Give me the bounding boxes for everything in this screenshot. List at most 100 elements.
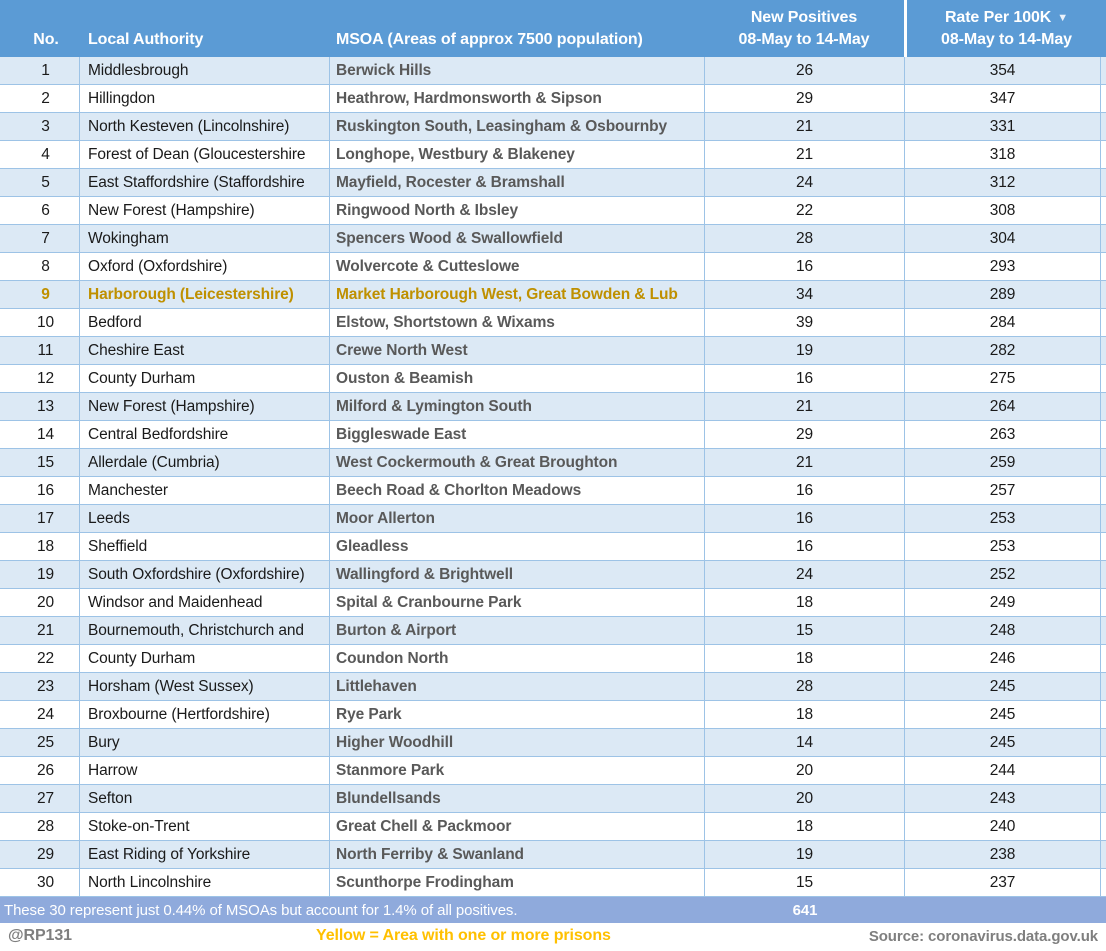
cell-edge-filler: [1101, 197, 1106, 224]
cell-new-positives: 16: [705, 533, 905, 560]
table-row: 13 New Forest (Hampshire) Milford & Lymi…: [0, 393, 1106, 421]
cell-rate-per-100k: 244: [905, 757, 1101, 784]
cell-new-positives: 21: [705, 141, 905, 168]
cell-rate-per-100k: 275: [905, 365, 1101, 392]
table-row: 17 Leeds Moor Allerton 16 253: [0, 505, 1106, 533]
cell-new-positives: 34: [705, 281, 905, 308]
cell-rate-per-100k: 253: [905, 533, 1101, 560]
cell-no: 12: [0, 365, 80, 392]
table-row: 10 Bedford Elstow, Shortstown & Wixams 3…: [0, 309, 1106, 337]
cell-no: 17: [0, 505, 80, 532]
cell-local-authority: Allerdale (Cumbria): [80, 449, 330, 476]
cell-edge-filler: [1101, 645, 1106, 672]
cell-no: 14: [0, 421, 80, 448]
cell-local-authority: Harborough (Leicestershire): [80, 281, 330, 308]
cell-msoa: Crewe North West: [330, 337, 705, 364]
cell-local-authority: Windsor and Maidenhead: [80, 589, 330, 616]
cell-rate-per-100k: 245: [905, 701, 1101, 728]
cell-new-positives: 24: [705, 169, 905, 196]
cell-rate-per-100k: 312: [905, 169, 1101, 196]
cell-no: 20: [0, 589, 80, 616]
cell-edge-filler: [1101, 505, 1106, 532]
cell-local-authority: Sheffield: [80, 533, 330, 560]
cell-msoa: Blundellsands: [330, 785, 705, 812]
cell-msoa: Market Harborough West, Great Bowden & L…: [330, 281, 705, 308]
cell-local-authority: South Oxfordshire (Oxfordshire): [80, 561, 330, 588]
cell-edge-filler: [1101, 309, 1106, 336]
cell-new-positives: 16: [705, 253, 905, 280]
table-row: 7 Wokingham Spencers Wood & Swallowfield…: [0, 225, 1106, 253]
cell-local-authority: Horsham (West Sussex): [80, 673, 330, 700]
cell-no: 30: [0, 869, 80, 896]
cell-msoa: Coundon North: [330, 645, 705, 672]
cell-local-authority: Wokingham: [80, 225, 330, 252]
cell-msoa: Ruskington South, Leasingham & Osbournby: [330, 113, 705, 140]
cell-local-authority: Sefton: [80, 785, 330, 812]
summary-band: These 30 represent just 0.44% of MSOAs b…: [0, 897, 1106, 923]
cell-local-authority: County Durham: [80, 645, 330, 672]
table-row: 28 Stoke-on-Trent Great Chell & Packmoor…: [0, 813, 1106, 841]
table-row: 4 Forest of Dean (Gloucestershire Longho…: [0, 141, 1106, 169]
cell-new-positives: 21: [705, 113, 905, 140]
cell-edge-filler: [1101, 673, 1106, 700]
cell-local-authority: Bedford: [80, 309, 330, 336]
cell-msoa: Scunthorpe Frodingham: [330, 869, 705, 896]
cell-msoa: Mayfield, Rocester & Bramshall: [330, 169, 705, 196]
cell-rate-per-100k: 289: [905, 281, 1101, 308]
header-local-authority: Local Authority: [88, 31, 204, 48]
cell-edge-filler: [1101, 113, 1106, 140]
cell-edge-filler: [1101, 225, 1106, 252]
cell-msoa: Longhope, Westbury & Blakeney: [330, 141, 705, 168]
cell-new-positives: 14: [705, 729, 905, 756]
cell-new-positives: 15: [705, 869, 905, 896]
cell-rate-per-100k: 293: [905, 253, 1101, 280]
table-row: 30 North Lincolnshire Scunthorpe Froding…: [0, 869, 1106, 897]
cell-msoa: Burton & Airport: [330, 617, 705, 644]
cell-no: 16: [0, 477, 80, 504]
table-row: 18 Sheffield Gleadless 16 253: [0, 533, 1106, 561]
cell-edge-filler: [1101, 169, 1106, 196]
cell-no: 3: [0, 113, 80, 140]
cell-msoa: Stanmore Park: [330, 757, 705, 784]
cell-new-positives: 18: [705, 645, 905, 672]
sort-descending-icon[interactable]: ▼: [1057, 12, 1069, 24]
cell-no: 19: [0, 561, 80, 588]
cell-local-authority: Manchester: [80, 477, 330, 504]
header-new-positives: New Positives 08-May to 14-May: [738, 9, 870, 48]
cell-rate-per-100k: 238: [905, 841, 1101, 868]
cell-msoa: Wallingford & Brightwell: [330, 561, 705, 588]
cell-edge-filler: [1101, 449, 1106, 476]
table-header: No. Local Authority MSOA (Areas of appro…: [0, 0, 1106, 57]
cell-new-positives: 29: [705, 421, 905, 448]
table-body: 1 Middlesbrough Berwick Hills 26 354 2 H…: [0, 57, 1106, 897]
cell-rate-per-100k: 252: [905, 561, 1101, 588]
cell-edge-filler: [1101, 393, 1106, 420]
cell-new-positives: 15: [705, 617, 905, 644]
cell-new-positives: 39: [705, 309, 905, 336]
table-row: 25 Bury Higher Woodhill 14 245: [0, 729, 1106, 757]
cell-rate-per-100k: 284: [905, 309, 1101, 336]
cell-new-positives: 29: [705, 85, 905, 112]
cell-local-authority: Bournemouth, Christchurch and: [80, 617, 330, 644]
cell-rate-per-100k: 347: [905, 85, 1101, 112]
cell-no: 2: [0, 85, 80, 112]
cell-msoa: North Ferriby & Swanland: [330, 841, 705, 868]
cell-no: 21: [0, 617, 80, 644]
cell-edge-filler: [1101, 337, 1106, 364]
cell-rate-per-100k: 245: [905, 729, 1101, 756]
header-rate-per-100k[interactable]: Rate Per 100K ▼ 08-May to 14-May: [907, 0, 1106, 57]
header-rate-label: Rate Per 100K: [944, 9, 1052, 26]
cell-rate-per-100k: 246: [905, 645, 1101, 672]
header-no: No.: [33, 31, 59, 48]
cell-local-authority: East Staffordshire (Staffordshire: [80, 169, 330, 196]
cell-new-positives: 16: [705, 365, 905, 392]
cell-edge-filler: [1101, 841, 1106, 868]
cell-no: 5: [0, 169, 80, 196]
cell-msoa: Spencers Wood & Swallowfield: [330, 225, 705, 252]
cell-local-authority: Oxford (Oxfordshire): [80, 253, 330, 280]
cell-msoa: Ouston & Beamish: [330, 365, 705, 392]
cell-no: 25: [0, 729, 80, 756]
cell-msoa: Great Chell & Packmoor: [330, 813, 705, 840]
cell-edge-filler: [1101, 813, 1106, 840]
table-row: 1 Middlesbrough Berwick Hills 26 354: [0, 57, 1106, 85]
